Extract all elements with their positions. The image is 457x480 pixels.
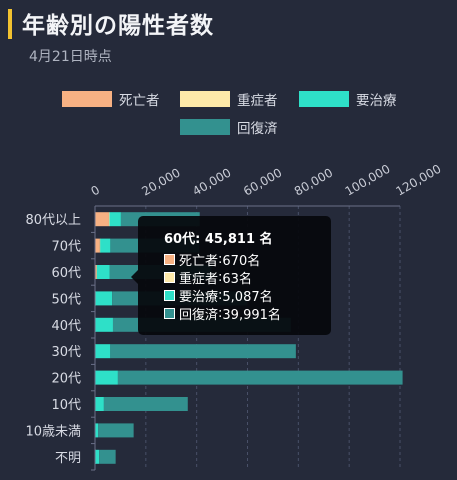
tooltip-row-death: 死亡者: 670名 <box>164 250 331 269</box>
bar-segment-severe <box>108 212 110 227</box>
legend-item-death[interactable]: 死亡者 <box>62 89 160 109</box>
bar-segment-severe <box>99 238 101 253</box>
bar-segment-death <box>95 212 109 227</box>
legend-swatch-severe <box>180 91 230 107</box>
bar-segment-treatment <box>95 317 113 332</box>
y-category-label: 50代 <box>51 292 81 307</box>
tooltip-value-recovered: 39,991名 <box>222 307 281 323</box>
page-title: 年齢別の陽性者数 <box>22 13 214 39</box>
x-tick-label: 60,000 <box>241 165 284 198</box>
y-category-label: 10歳未満 <box>25 424 81 439</box>
bar-segment-recovered <box>117 370 403 385</box>
tooltip-row-recovered: 回復済: 39,991名 <box>164 304 331 323</box>
x-tick-label: 40,000 <box>190 165 233 198</box>
tooltip-total: 45,811 名 <box>204 232 273 247</box>
legend-item-treatment[interactable]: 要治療 <box>299 89 397 109</box>
x-tick-label: 80,000 <box>292 165 335 198</box>
bar-segment-recovered <box>103 397 188 411</box>
bar-segment-treatment <box>95 291 113 306</box>
legend-item-severe[interactable]: 重症者 <box>180 89 278 109</box>
x-tick-label: 100,000 <box>343 162 393 199</box>
tooltip-value-death: 670名 <box>222 253 261 269</box>
legend-label-treatment: 要治療 <box>356 93 397 109</box>
tooltip-value-treatment: 5,087名 <box>222 289 273 305</box>
x-tick-label: 0 <box>89 183 103 199</box>
tooltip-header: 60代: 45,811 名 <box>164 232 273 247</box>
legend-label-death: 死亡者 <box>119 93 160 109</box>
legend-swatch-recovered <box>180 119 230 135</box>
x-tick-label: 120,000 <box>394 162 444 199</box>
y-category-label: 30代 <box>51 345 81 360</box>
tooltip-swatch-death <box>164 253 175 265</box>
bar-segment-death <box>95 238 100 253</box>
x-tick-label: 20,000 <box>139 165 182 198</box>
bar-segment-treatment <box>95 370 118 385</box>
y-category-label: 70代 <box>51 240 81 255</box>
tooltip-label-recovered: 回復済 <box>179 307 219 323</box>
tooltip-swatch-severe <box>164 271 175 283</box>
bar-segment-treatment <box>100 238 111 253</box>
y-category-label: 10代 <box>51 398 81 413</box>
bar-segment-treatment <box>95 449 100 464</box>
y-category-label: 60代 <box>51 266 81 281</box>
bar-segment-treatment <box>95 344 111 359</box>
tooltip-label-severe: 重症者 <box>179 271 219 287</box>
tooltip-row-severe: 重症者: 63名 <box>164 268 331 287</box>
legend-label-severe: 重症者 <box>237 93 278 109</box>
bar-segment-treatment <box>95 397 104 411</box>
legend-label-recovered: 回復済 <box>237 121 278 137</box>
chart-tooltip: 60代: 45,811 名 死亡者: 670名 重症者: 63名 要治療: 5,… <box>131 216 331 335</box>
bar-segment-recovered <box>110 344 296 359</box>
bar-segment-treatment <box>96 265 110 279</box>
tooltip-row-treatment: 要治療: 5,087名 <box>164 286 331 305</box>
legend-swatch-treatment <box>299 91 349 107</box>
bar-segment-recovered <box>99 449 116 464</box>
tooltip-swatch-treatment <box>164 289 175 301</box>
bar-segment-death <box>95 265 97 279</box>
tooltip-label-death: 死亡者 <box>179 253 219 269</box>
tooltip-swatch-recovered <box>164 307 175 319</box>
y-category-label: 20代 <box>51 372 81 387</box>
legend-swatch-death <box>62 91 112 107</box>
y-category-label: 不明 <box>55 451 81 466</box>
page-subtitle: 4月21日時点 <box>29 49 112 65</box>
bar-segment-treatment <box>95 423 99 438</box>
legend-item-recovered[interactable]: 回復済 <box>180 117 278 137</box>
title-accent-bar <box>8 9 12 39</box>
bar-segment-recovered <box>98 423 134 438</box>
bar-segment-treatment <box>109 212 121 227</box>
y-category-label: 80代以上 <box>25 213 81 228</box>
tooltip-value-severe: 63名 <box>222 271 252 287</box>
y-category-label: 40代 <box>51 319 81 334</box>
tooltip-category: 60代 <box>164 232 196 247</box>
tooltip-label-treatment: 要治療 <box>179 289 219 305</box>
tooltip-arrow <box>131 270 138 284</box>
